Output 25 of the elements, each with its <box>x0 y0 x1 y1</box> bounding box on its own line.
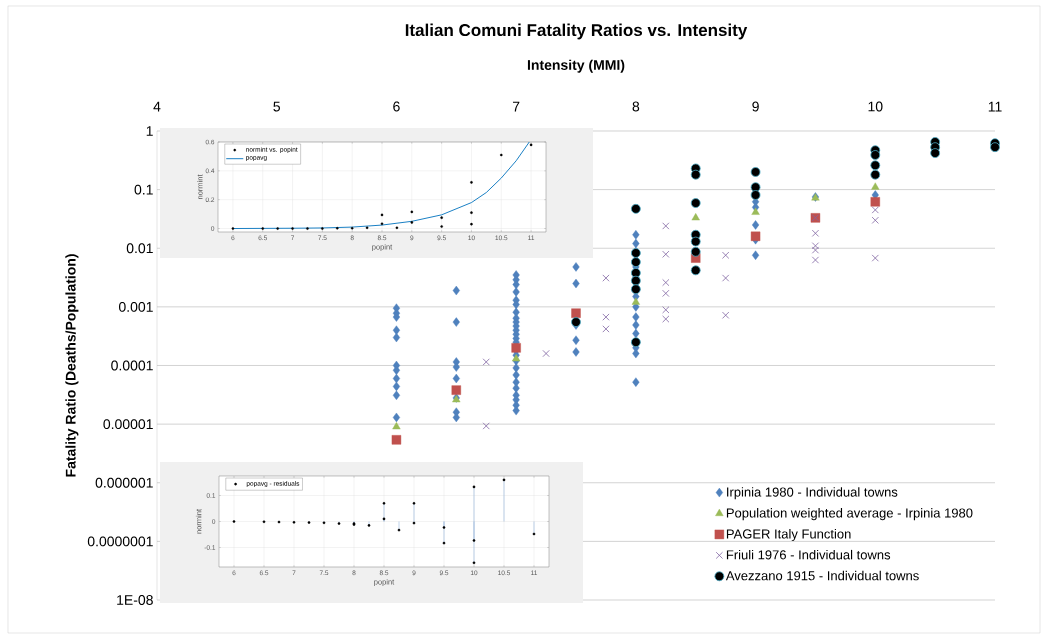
y-tick-label: 1 <box>146 126 153 136</box>
chart-title: Italian Comuni Fatality Ratios vs. Intensity <box>405 23 748 40</box>
x-tick-label: 7 <box>512 101 520 112</box>
x-tick-label: 11 <box>988 101 1002 112</box>
y-axis-title: Fatality Ratio (Deaths/Population) <box>65 254 79 477</box>
y-tick-label: 0.01 <box>126 243 153 254</box>
legend-label: Population weighted average - Irpinia 1980 <box>726 508 973 521</box>
y-tick-label: 0.1 <box>134 184 153 195</box>
y-tick-label: 0.00001 <box>103 419 153 430</box>
x-axis-title: Intensity (MMI) <box>527 59 625 73</box>
x-tick-label: 5 <box>273 101 281 112</box>
y-tick-label: 0.000001 <box>95 477 153 488</box>
x-tick-label: 8 <box>632 101 640 112</box>
legend-label: Friuli 1976 - Individual towns <box>726 549 891 560</box>
legend-label: Avezzano 1915 - Individual towns <box>725 570 919 581</box>
legend-label: PAGER Italy Function <box>726 528 851 542</box>
x-tick-label: 10 <box>868 101 883 112</box>
x-tick-label: 6 <box>393 101 400 112</box>
x-tick-label: 4 <box>153 101 161 112</box>
legend-label: Irpinia 1980 - Individual towns <box>727 487 898 500</box>
x-tick-label: 9 <box>752 101 759 112</box>
y-tick-label: 0.001 <box>118 301 153 312</box>
y-tick-label: 0.0001 <box>111 360 153 371</box>
y-tick-label: 0.0000001 <box>87 536 153 547</box>
y-tick-label: 1E-08 <box>117 595 153 605</box>
